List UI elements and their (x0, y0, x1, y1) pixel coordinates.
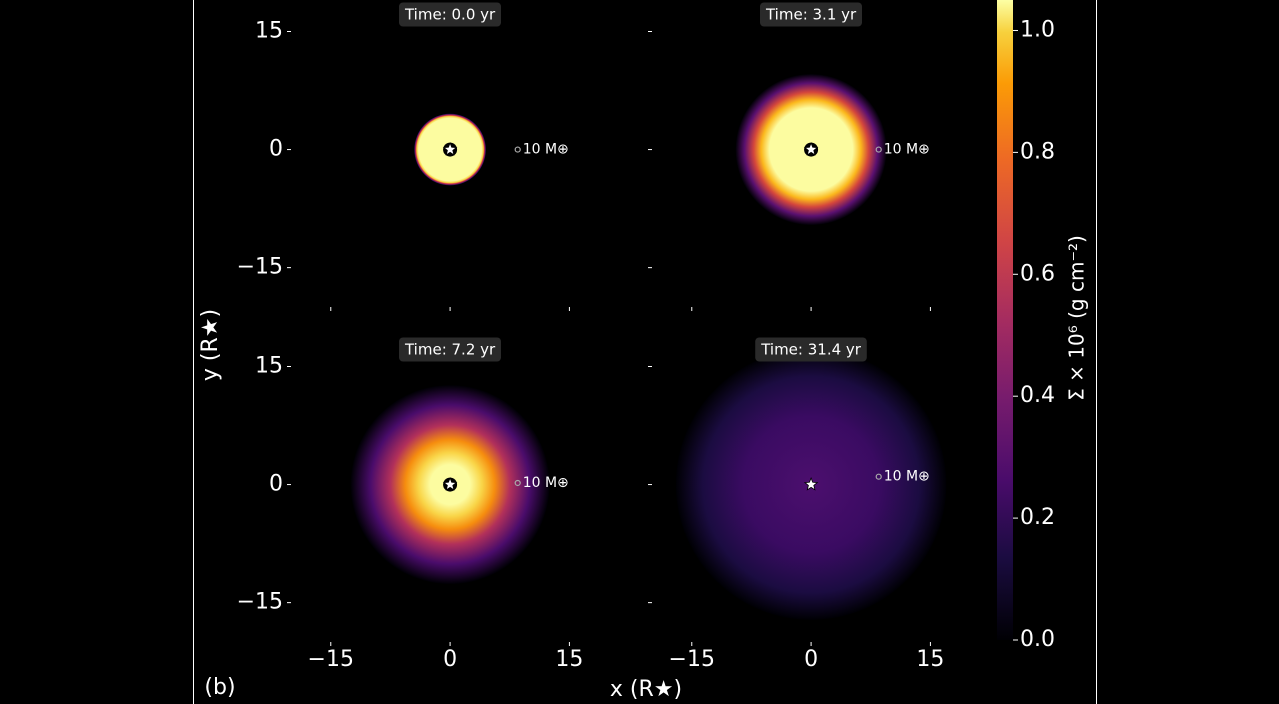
panel: 10 M⊕ (675, 349, 947, 620)
panel: 10 M⊕ (414, 113, 569, 186)
star (803, 477, 819, 491)
colorbar-tick-label: 0.2 (1020, 505, 1055, 530)
panel-title: Time: 0.0 yr (404, 6, 496, 24)
star (442, 477, 458, 491)
y-tick-label: 15 (255, 353, 283, 378)
planet (875, 146, 882, 153)
image-area: 10 M⊕ (350, 385, 569, 584)
planet-label: 10 M⊕ (523, 475, 569, 491)
star (803, 142, 819, 156)
x-tick-label: 15 (916, 647, 944, 672)
x-tick-label: 15 (555, 647, 583, 672)
colorbar-tick-label: 1.0 (1020, 17, 1055, 42)
planet (875, 473, 882, 480)
panel-title: Time: 7.2 yr (404, 341, 496, 359)
y-axis-label: y (R★) (198, 309, 223, 381)
colorbar-tick-label: 0.8 (1020, 139, 1055, 164)
planet (514, 146, 521, 153)
x-tick-label: 0 (443, 647, 457, 672)
planet (514, 479, 521, 487)
image-area: 10 M⊕ (414, 113, 569, 186)
colorbar (997, 0, 1013, 640)
title-box (755, 337, 867, 362)
y-tick-label: 0 (269, 472, 283, 497)
panel-title: Time: 3.1 yr (765, 6, 857, 24)
panel: 10 M⊕ (350, 385, 569, 584)
image-area: 10 M⊕ (735, 73, 930, 226)
panel-title: Time: 31.4 yr (760, 341, 862, 359)
image-area: 10 M⊕ (675, 349, 947, 620)
planet-label: 10 M⊕ (884, 142, 930, 158)
star (442, 142, 458, 156)
y-tick-label: 15 (255, 18, 283, 43)
title-box (398, 337, 502, 362)
x-axis-label: x (R★) (610, 677, 682, 702)
panel-label: (b) (204, 675, 235, 700)
planet-label: 10 M⊕ (523, 142, 569, 158)
planet-label: 10 M⊕ (884, 469, 930, 485)
y-tick-label: −15 (237, 590, 283, 615)
colorbar-tick-label: 0.0 (1020, 627, 1055, 652)
colorbar-label: Σ × 10⁶ (g cm⁻²) (1065, 235, 1089, 401)
x-tick-label: −15 (669, 647, 715, 672)
colorbar-tick-label: 0.4 (1020, 383, 1055, 408)
x-tick-label: 0 (804, 647, 818, 672)
x-tick-label: −15 (308, 647, 354, 672)
panel: 10 M⊕ (735, 73, 930, 226)
title-box (398, 2, 502, 27)
y-tick-label: 0 (269, 137, 283, 162)
y-tick-label: −15 (237, 255, 283, 280)
colorbar-tick-label: 0.6 (1020, 261, 1055, 286)
title-box (759, 2, 863, 27)
